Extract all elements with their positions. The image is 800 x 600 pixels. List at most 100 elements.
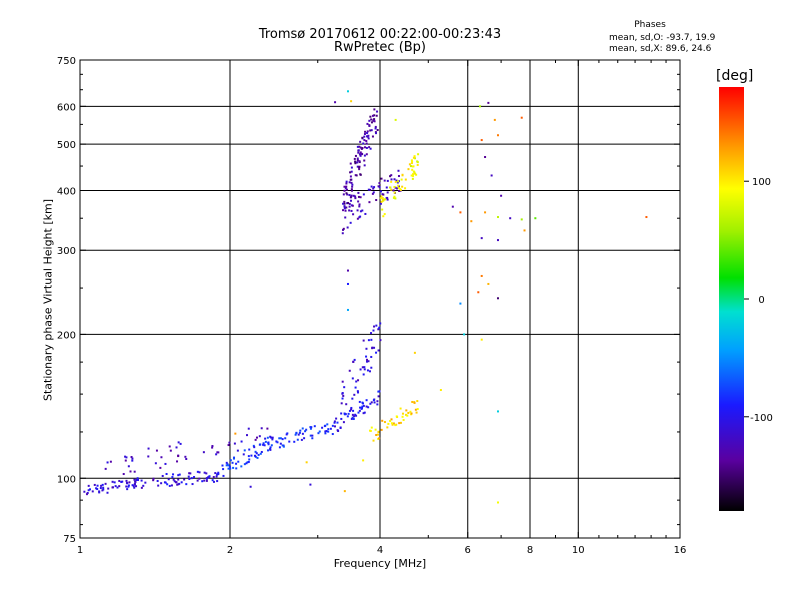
- data-point: [113, 481, 116, 484]
- data-point: [165, 472, 168, 475]
- data-point: [111, 480, 114, 483]
- data-point: [393, 191, 396, 194]
- data-point: [397, 187, 400, 190]
- data-point: [346, 90, 349, 93]
- data-point: [356, 157, 359, 160]
- data-point: [394, 186, 397, 189]
- data-point: [300, 438, 303, 441]
- data-point: [382, 199, 385, 202]
- data-point: [357, 149, 360, 152]
- data-point: [370, 185, 373, 188]
- data-point: [398, 422, 401, 425]
- data-point: [359, 215, 362, 218]
- chart-title: Tromsø 20170612 00:22:00-00:23:43: [258, 27, 502, 42]
- data-point: [198, 471, 201, 474]
- data-point: [349, 196, 352, 199]
- data-point: [359, 151, 362, 154]
- data-point: [177, 483, 180, 486]
- data-point: [401, 185, 404, 188]
- data-point: [288, 440, 291, 443]
- data-point: [87, 489, 90, 492]
- data-point: [227, 464, 230, 467]
- data-point: [183, 478, 186, 481]
- data-point: [376, 110, 379, 113]
- x-tick-label: 10: [572, 545, 585, 556]
- data-point: [362, 404, 365, 407]
- data-point: [401, 415, 404, 418]
- data-point: [215, 475, 218, 478]
- data-point: [416, 400, 419, 403]
- data-point: [365, 347, 368, 350]
- data-point: [414, 172, 417, 175]
- data-point: [393, 185, 396, 188]
- data-point: [259, 452, 262, 455]
- data-point: [228, 465, 231, 468]
- data-point: [393, 178, 396, 181]
- data-point: [216, 480, 219, 483]
- data-point: [342, 227, 345, 230]
- data-point: [374, 131, 377, 134]
- data-point: [131, 457, 134, 460]
- data-point: [487, 101, 490, 104]
- data-point: [343, 207, 346, 210]
- data-point: [179, 442, 182, 445]
- data-point: [404, 178, 407, 181]
- data-point: [114, 485, 117, 488]
- data-point: [413, 171, 416, 174]
- data-point: [353, 157, 356, 160]
- data-point: [347, 201, 350, 204]
- data-point: [480, 338, 483, 341]
- data-point: [188, 477, 191, 480]
- data-point: [185, 457, 188, 460]
- data-point: [399, 421, 402, 424]
- data-point: [342, 209, 345, 212]
- data-point: [378, 182, 381, 185]
- colorbar-gradient: [719, 87, 744, 511]
- data-point: [358, 145, 361, 148]
- data-point: [309, 434, 312, 437]
- data-point: [248, 458, 251, 461]
- data-point: [645, 216, 648, 219]
- data-point: [346, 308, 349, 311]
- data-point: [463, 333, 466, 336]
- data-point: [157, 484, 160, 487]
- data-point: [373, 401, 376, 404]
- data-point: [412, 175, 415, 178]
- data-point: [391, 423, 394, 426]
- data-point: [221, 464, 224, 467]
- data-point: [354, 162, 357, 165]
- data-point: [331, 433, 334, 436]
- data-point: [358, 205, 361, 208]
- data-point: [177, 474, 180, 477]
- data-point: [253, 446, 256, 449]
- data-point: [133, 470, 136, 473]
- data-point: [342, 228, 345, 231]
- data-point: [348, 409, 351, 412]
- data-point: [225, 464, 228, 467]
- data-point: [343, 386, 346, 389]
- data-point: [333, 421, 336, 424]
- data-point: [341, 397, 344, 400]
- data-point: [247, 427, 250, 430]
- data-point: [298, 431, 301, 434]
- data-point: [96, 488, 99, 491]
- data-point: [385, 186, 388, 189]
- data-point: [396, 181, 399, 184]
- data-point: [269, 446, 272, 449]
- data-point: [477, 291, 480, 294]
- data-points: [83, 90, 648, 504]
- data-point: [333, 425, 336, 428]
- data-point: [416, 161, 419, 164]
- data-point: [217, 471, 220, 474]
- data-point: [109, 460, 112, 463]
- data-point: [95, 487, 98, 490]
- data-point: [534, 217, 537, 220]
- x-tick-label: 4: [377, 545, 383, 556]
- data-point: [459, 211, 462, 214]
- axes: 1 2 4 6 8 10 16 750 600 500 400 300 200 100 75: [57, 56, 686, 556]
- data-point: [484, 156, 487, 159]
- data-point: [370, 129, 373, 132]
- data-point: [370, 118, 373, 121]
- data-point: [177, 478, 180, 481]
- data-point: [111, 486, 114, 489]
